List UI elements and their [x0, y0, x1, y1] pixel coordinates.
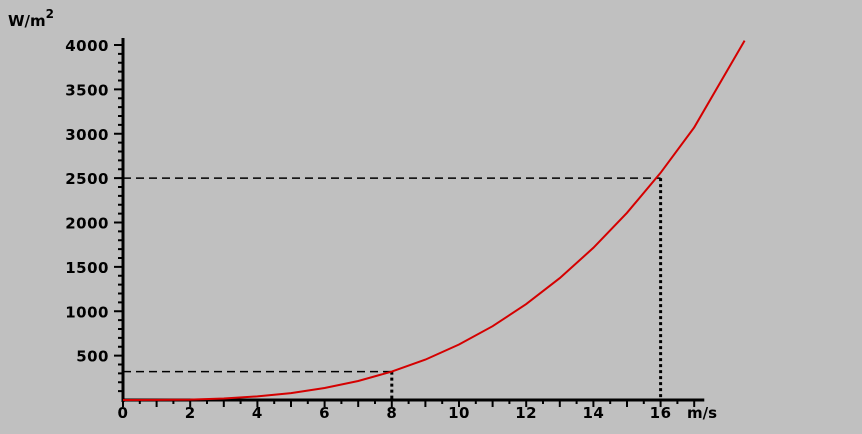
- x-tick-label: 0: [118, 404, 129, 422]
- x-tick-label: 2: [185, 404, 196, 422]
- x-tick-label: 4: [252, 404, 263, 422]
- y-tick-label: 1000: [65, 303, 109, 321]
- y-ticks: 500 1000 1500 2000 2500 3000 3500 4000: [65, 37, 123, 393]
- y-tick-label: 500: [76, 348, 109, 366]
- y-axis-label: W/m2: [8, 7, 54, 30]
- x-tick-label: 16: [650, 404, 672, 422]
- x-axis-label: m/s: [687, 404, 717, 422]
- y-tick-label: 3000: [65, 126, 109, 144]
- power-density-curve: [122, 40, 746, 401]
- y-axis-label-sup: 2: [46, 7, 54, 21]
- y-tick-label: 2000: [65, 215, 109, 233]
- y-tick-label: 1500: [65, 259, 109, 277]
- y-tick-label: 3500: [65, 81, 109, 99]
- y-axis-label-base: W/m: [8, 12, 46, 30]
- x-tick-label: 14: [582, 404, 604, 422]
- series-layer: [122, 40, 746, 401]
- x-tick-label: 6: [319, 404, 330, 422]
- x-tick-label: 12: [515, 404, 537, 422]
- y-tick-label: 4000: [65, 37, 109, 55]
- x-tick-label: 10: [448, 404, 470, 422]
- x-tick-label: 8: [386, 404, 397, 422]
- reference-lines: [123, 177, 663, 400]
- x-ticks: 0 2 4 6 8 10 12 14 16: [118, 400, 696, 422]
- y-tick-label: 2500: [65, 170, 109, 188]
